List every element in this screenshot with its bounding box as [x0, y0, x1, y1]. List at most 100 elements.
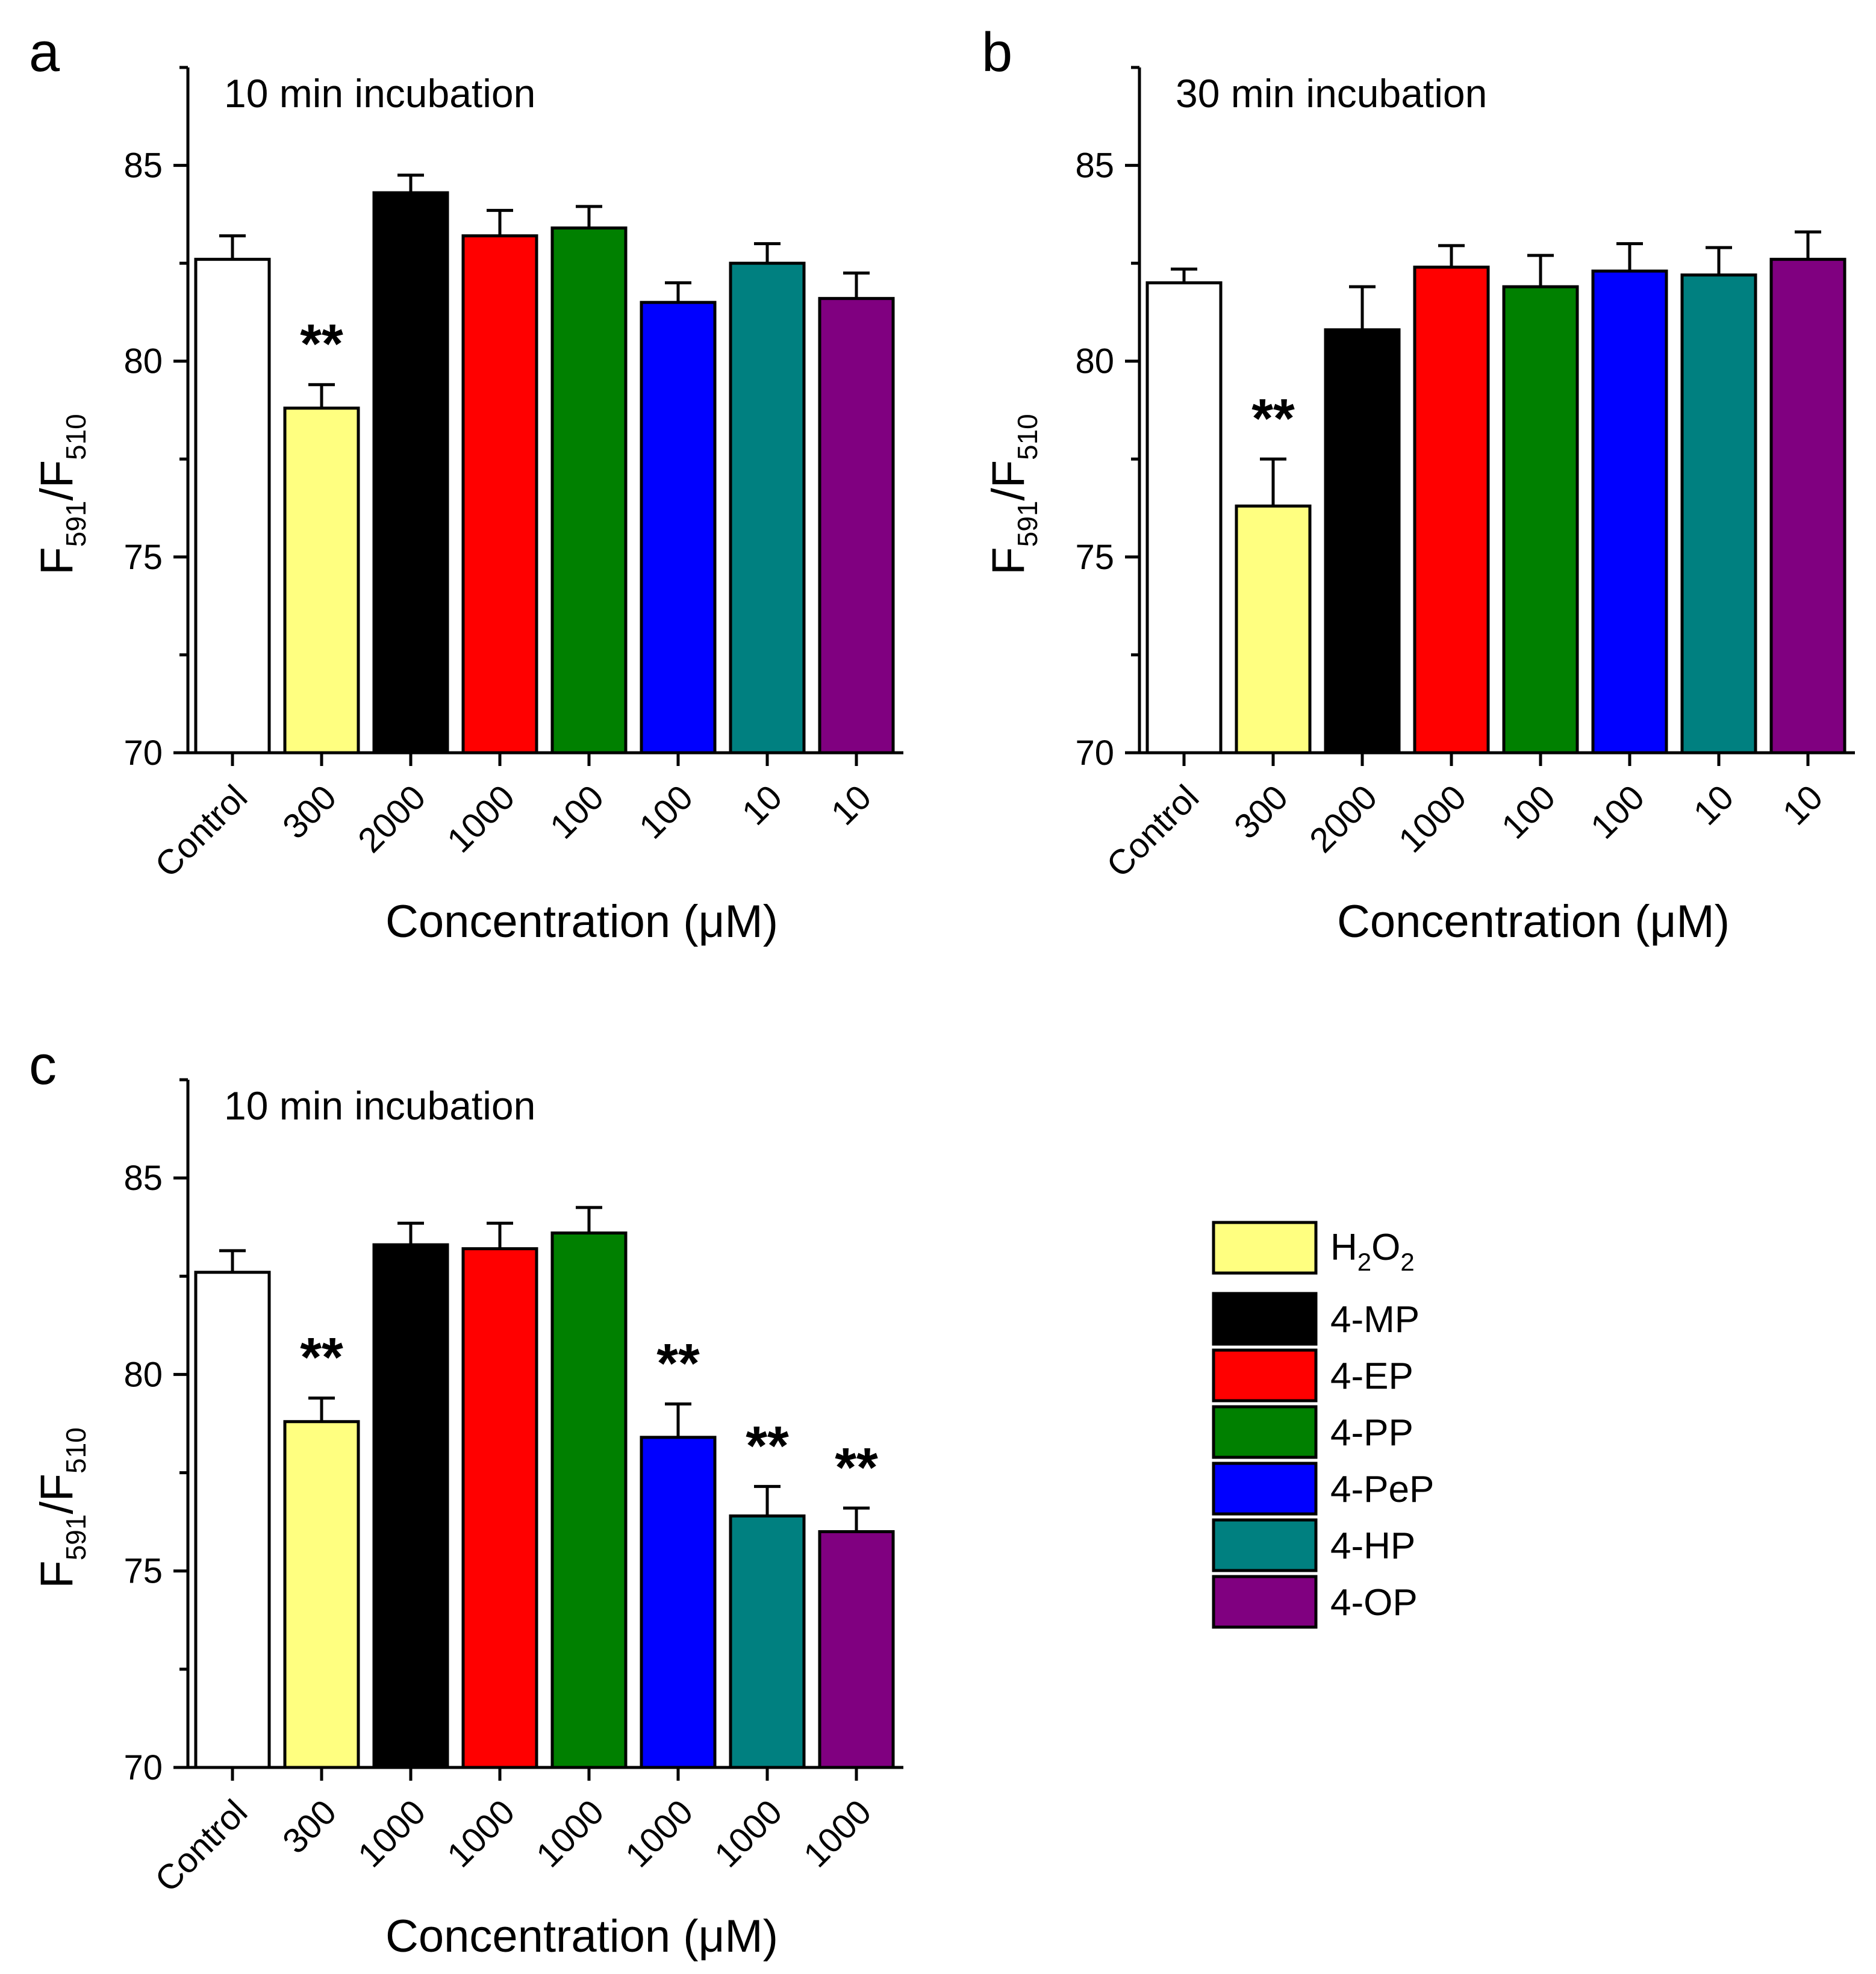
y-axis-title: F591/F510: [31, 1427, 92, 1588]
x-tick-label: 100: [543, 777, 611, 846]
bar: [1235, 504, 1312, 755]
significance-marker: **: [300, 314, 343, 375]
x-tick-label: 300: [1227, 777, 1295, 846]
y-tick-label: 75: [123, 1552, 163, 1591]
bar: [461, 1247, 538, 1769]
bar: [1769, 258, 1846, 755]
bar: [1324, 328, 1401, 755]
bar-group: [640, 281, 717, 755]
x-tick-label: 1000: [529, 1792, 611, 1875]
bar-group: [194, 234, 271, 755]
x-tick-label: 1000: [351, 1792, 433, 1875]
bar: [1502, 285, 1579, 755]
x-tick-label: 2000: [351, 777, 433, 860]
ylabel-sub1: 591: [60, 501, 92, 547]
x-tick-label: 10: [824, 777, 879, 833]
legend-swatch: [1212, 1462, 1318, 1516]
bar: [818, 1530, 895, 1769]
legend-swatch: [1212, 1348, 1318, 1403]
bar-group: **: [729, 1415, 806, 1769]
bar-group: [1591, 242, 1668, 755]
bar-group: [1680, 246, 1757, 755]
x-tick-label: 100: [1583, 777, 1652, 846]
x-tick-label: 300: [275, 777, 344, 846]
legend-swatch: [1212, 1221, 1318, 1275]
ylabel-sub2: 510: [60, 414, 92, 460]
ylabel-slash-f: /F: [31, 460, 83, 501]
ylabel-sub2: 510: [1012, 414, 1043, 460]
legend: H2O2 4-MP 4-EP 4-PP 4-PeP 4-HP4-OP: [1212, 1221, 1434, 1629]
x-tick-label: Control: [1099, 777, 1206, 885]
bar-group: [461, 208, 538, 755]
legend-h: H: [1330, 1227, 1357, 1268]
bar-group: [818, 271, 895, 755]
legend-item: 4-OP: [1212, 1575, 1418, 1629]
bar-group: [372, 1221, 449, 1769]
x-tick-label: 2000: [1302, 777, 1385, 860]
bar: [729, 261, 806, 755]
bar-group: **: [283, 314, 360, 755]
bar: [283, 406, 360, 755]
ylabel-f: F: [31, 1560, 83, 1588]
x-tick-label: 100: [632, 777, 700, 846]
y-tick-label: 70: [123, 1748, 163, 1787]
panel-letter: c: [29, 1035, 57, 1096]
y-tick-label: 70: [1075, 733, 1114, 773]
legend-swatch: [1212, 1518, 1318, 1572]
bar: [372, 191, 449, 755]
significance-marker: **: [746, 1415, 789, 1477]
bar-group: [1324, 285, 1401, 755]
legend-label: 4-PeP: [1330, 1469, 1434, 1510]
x-tick-label: 10: [735, 777, 790, 833]
legend-item: 4-PP: [1212, 1405, 1413, 1459]
bar: [1680, 273, 1757, 755]
incubation-label: 10 min incubation: [224, 71, 535, 116]
x-tick-label: 1000: [440, 777, 522, 860]
incubation-label: 10 min incubation: [224, 1083, 535, 1128]
legend-item: 4-PeP: [1212, 1462, 1434, 1516]
y-tick-label: 70: [123, 733, 163, 773]
x-tick-label: 1000: [440, 1792, 522, 1875]
bar: [372, 1243, 449, 1769]
legend-item: 4-HP: [1212, 1518, 1415, 1572]
significance-marker: **: [1251, 388, 1295, 449]
x-tick-label: 1000: [707, 1792, 790, 1875]
bar: [818, 297, 895, 755]
bar-group: [729, 242, 806, 755]
x-tick-label: Control: [148, 777, 255, 885]
y-axis-title: F591/F510: [31, 414, 92, 574]
bar-group: [1145, 267, 1223, 755]
panel-a: a 10 min incubation Control ** 300 2000 1000 10…: [29, 22, 903, 947]
bar: [550, 1231, 628, 1769]
bar: [194, 1271, 271, 1769]
legend-swatch: [1212, 1292, 1318, 1346]
significance-marker: **: [656, 1333, 700, 1394]
ylabel-sub2: 510: [60, 1427, 92, 1474]
ylabel-sub1: 591: [60, 1515, 92, 1561]
legend-label: H2O2: [1330, 1227, 1415, 1276]
y-tick-label: 75: [123, 538, 163, 577]
x-tick-label: 100: [1494, 777, 1563, 846]
bar: [640, 1436, 717, 1769]
legend-label: 4-EP: [1330, 1356, 1413, 1397]
legend-o: O: [1371, 1227, 1400, 1268]
legend-item: 4-EP: [1212, 1348, 1413, 1403]
legend-item: 4-MP: [1212, 1292, 1419, 1346]
legend-item: H2O2: [1212, 1221, 1415, 1276]
x-tick-label: 1000: [1391, 777, 1474, 860]
panel-b: b 30 min incubation Control ** 300 2000 1000 10…: [982, 22, 1855, 947]
panel-letter: a: [29, 22, 60, 83]
y-tick-label: 85: [1075, 146, 1114, 185]
bar-group: [1502, 254, 1579, 755]
legend-sub: 2: [1357, 1248, 1371, 1276]
y-tick-label: 80: [123, 1355, 163, 1394]
y-tick-label: 85: [123, 146, 163, 185]
bar: [1591, 269, 1668, 755]
ylabel-sub1: 591: [1012, 501, 1043, 547]
significance-marker: **: [835, 1437, 878, 1498]
bar-group: [372, 173, 449, 755]
ylabel-f: F: [31, 547, 83, 574]
y-tick-label: 75: [1075, 538, 1114, 577]
bar: [1145, 281, 1223, 755]
